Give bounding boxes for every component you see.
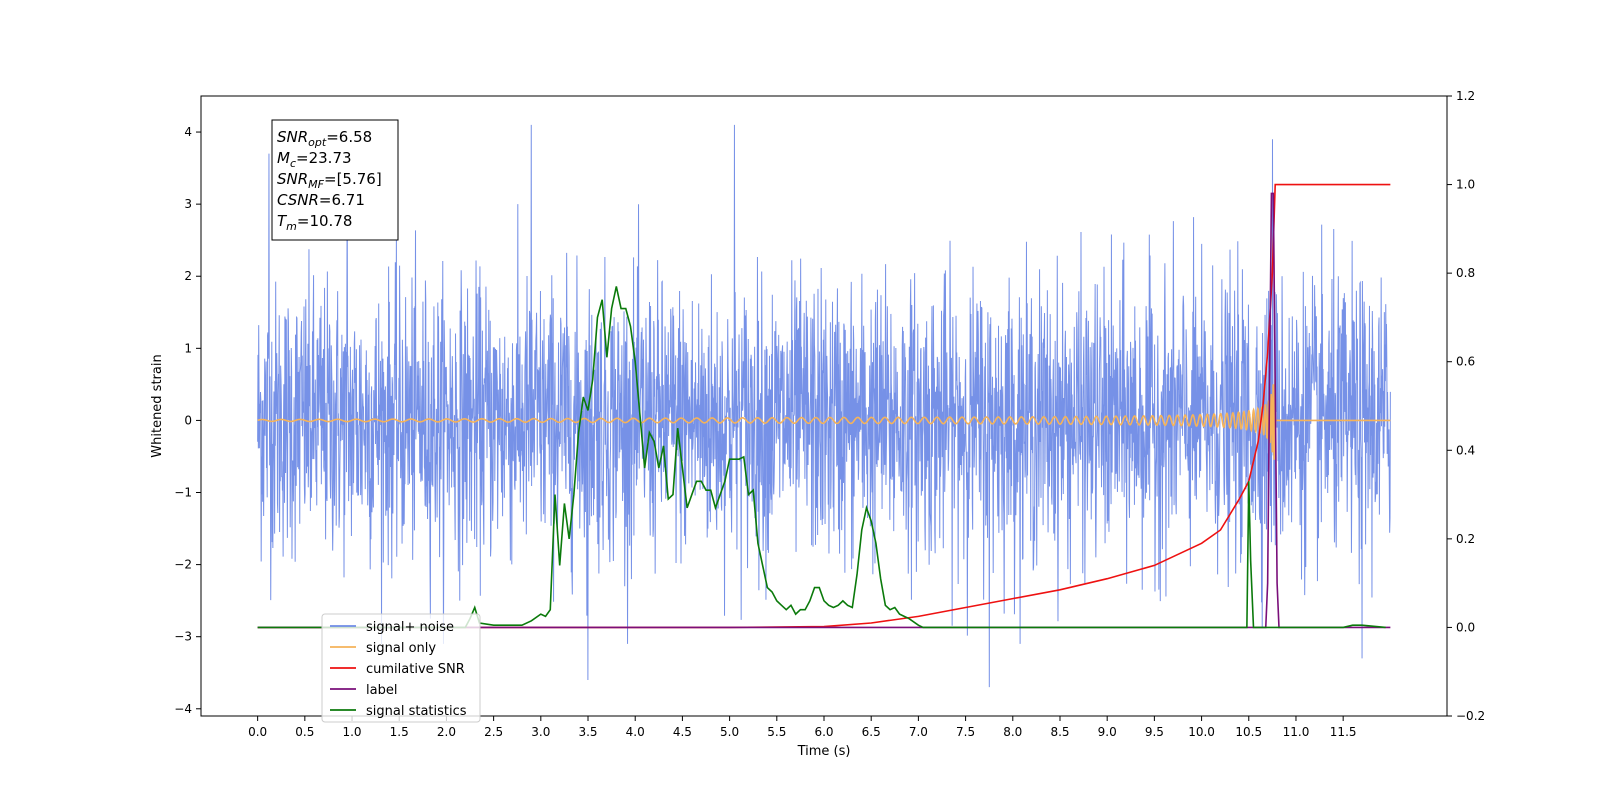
y-axis-label: Whitened strain	[150, 354, 165, 457]
annotation-value: =[5.76]	[324, 170, 382, 188]
legend: signal+ noise signal only cumilative SNR la…	[321, 613, 481, 723]
series-signal-statistics-line	[257, 286, 1386, 629]
y2-tick-label: 0.6	[1456, 355, 1475, 369]
x-tick-label: 7.0	[909, 725, 928, 739]
x-tick-label: 9.5	[1145, 725, 1164, 739]
x-tick-label: 9.0	[1098, 725, 1117, 739]
annotation-line: SNRopt=6.58	[277, 128, 372, 149]
x-tick-label: 11.5	[1330, 725, 1357, 739]
x-tick-label: 2.0	[437, 725, 456, 739]
x-tick-label: 6.5	[862, 725, 881, 739]
legend-label: signal+ noise	[366, 620, 454, 635]
annotation-value: =6.58	[326, 128, 372, 146]
series-layer	[257, 124, 1391, 688]
legend-label: signal only	[366, 641, 436, 656]
annotation-symbol: SNR	[277, 128, 308, 146]
annotation-symbol: CSNR	[277, 191, 319, 209]
y2-tick-label: 0.2	[1456, 532, 1475, 546]
y2-tick-label: 0.0	[1456, 620, 1475, 634]
legend-frame	[321, 613, 481, 723]
legend-label: cumilative SNR	[366, 662, 465, 677]
legend-label: label	[366, 683, 397, 698]
annotation-line: Tm=10.78	[277, 212, 352, 233]
y2-tick-label: 0.8	[1456, 266, 1475, 280]
series-cumilative-snr-line	[257, 183, 1391, 629]
x-tick-label: 2.5	[484, 725, 503, 739]
annotation-frame	[271, 119, 399, 241]
series-signal-noise-line	[257, 124, 1391, 688]
annotation-subscript: opt	[308, 136, 327, 149]
y-tick-label: 1	[184, 341, 192, 355]
annotation-symbol: T	[277, 212, 288, 230]
annotation-line: CSNR=6.71	[277, 191, 365, 209]
x-tick-label: 4.0	[626, 725, 645, 739]
x-tick-label: 5.5	[767, 725, 786, 739]
x-tick-label: 7.5	[956, 725, 975, 739]
annotation-subscript: m	[286, 220, 297, 233]
annotation-value: =23.73	[296, 149, 352, 167]
x-tick-label: 3.5	[578, 725, 597, 739]
y-tick-label: 4	[184, 125, 192, 139]
x-tick-label: 1.0	[342, 725, 361, 739]
x-tick-label: 8.0	[1003, 725, 1022, 739]
x-tick-label: 8.5	[1050, 725, 1069, 739]
y-tick-label: −3	[174, 630, 192, 644]
x-tick-label: 10.0	[1188, 725, 1215, 739]
y2-tick-label: −0.2	[1456, 709, 1485, 723]
x-tick-label: 0.5	[295, 725, 314, 739]
x-axis-label: Time (s)	[797, 744, 851, 759]
x-tick-label: 10.5	[1235, 725, 1262, 739]
y-tick-label: −2	[174, 558, 192, 572]
annotation-line: SNRMF=[5.76]	[277, 170, 382, 191]
y-tick-label: −1	[174, 486, 192, 500]
x-tick-label: 4.5	[673, 725, 692, 739]
x-tick-label: 0.0	[248, 725, 267, 739]
y-tick-label: 2	[184, 269, 192, 283]
legend-label: signal statistics	[366, 704, 467, 719]
x-tick-label: 3.0	[531, 725, 550, 739]
series-label-line	[257, 192, 1391, 629]
y2-tick-label: 1.2	[1456, 89, 1475, 103]
annotation-line: Mc=23.73	[277, 149, 352, 170]
x-tick-label: 5.0	[720, 725, 739, 739]
y-tick-label: −4	[174, 702, 192, 716]
y-axis-right: 1.2 1.0 0.8 0.6 0.4 0.2 0.0 −0.2	[1447, 89, 1485, 723]
y-axis-left: 4 3 2 1 0 −1 −2 −3 −4	[174, 125, 201, 716]
y2-tick-label: 1.0	[1456, 178, 1475, 192]
x-tick-label: 11.0	[1283, 725, 1310, 739]
y2-tick-label: 0.4	[1456, 443, 1475, 457]
stats-annotation-box: SNRopt=6.58Mc=23.73SNRMF=[5.76]CSNR=6.71…	[271, 119, 399, 241]
annotation-value: =10.78	[297, 212, 353, 230]
x-tick-label: 1.5	[390, 725, 409, 739]
annotation-subscript: c	[290, 157, 296, 170]
annotation-value: =6.71	[319, 191, 365, 209]
annotation-symbol: SNR	[277, 170, 308, 188]
y-tick-label: 3	[184, 197, 192, 211]
y-tick-label: 0	[184, 413, 192, 427]
series-signal-only-line	[257, 379, 1391, 460]
annotation-subscript: MF	[308, 178, 324, 191]
x-axis: 0.0 0.5 1.0 1.5 2.0 2.5 3.0 3.5 4.0 4.5 5.0 5.5 6.0 6…	[248, 716, 1357, 739]
annotation-symbol: M	[277, 149, 290, 167]
x-tick-label: 6.0	[814, 725, 833, 739]
